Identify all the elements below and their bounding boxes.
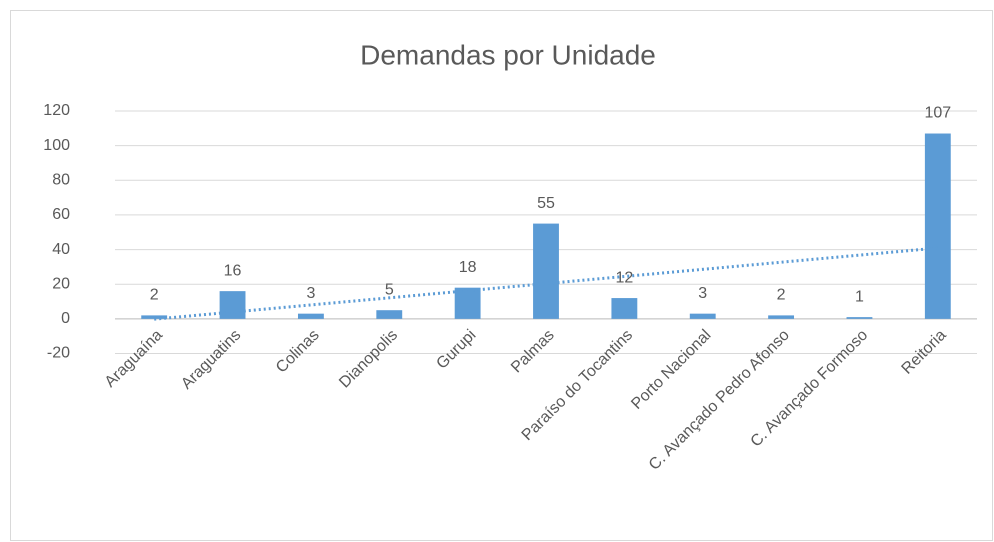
bar	[611, 298, 638, 319]
data-label: 107	[924, 105, 951, 122]
y-tick-label: 60	[52, 206, 70, 223]
bar	[219, 291, 246, 319]
data-label: 2	[150, 287, 159, 304]
y-tick-label: 80	[52, 172, 70, 189]
chart-border	[10, 10, 993, 541]
data-label: 5	[385, 281, 394, 298]
y-tick-label: -20	[47, 345, 70, 362]
bar	[689, 313, 716, 319]
data-label: 1	[855, 288, 864, 305]
data-label: 3	[698, 285, 707, 302]
y-tick-label: 0	[61, 310, 70, 327]
y-tick-label: 20	[52, 275, 70, 292]
bar	[846, 317, 873, 319]
data-label: 12	[615, 269, 633, 286]
data-label: 55	[537, 195, 555, 212]
chart-title: Demandas por Unidade	[360, 39, 656, 70]
bar	[924, 133, 951, 319]
bar	[297, 313, 324, 319]
data-label: 3	[306, 285, 315, 302]
y-tick-label: 100	[43, 137, 70, 154]
data-label: 16	[224, 262, 242, 279]
bar	[376, 310, 403, 319]
trendline	[154, 246, 938, 321]
bar	[141, 315, 168, 319]
y-tick-label: 120	[43, 102, 70, 119]
bar	[533, 223, 559, 319]
data-label: 18	[459, 259, 477, 276]
bar	[768, 315, 795, 319]
y-tick-label: 40	[52, 241, 70, 258]
data-label: 2	[777, 287, 786, 304]
